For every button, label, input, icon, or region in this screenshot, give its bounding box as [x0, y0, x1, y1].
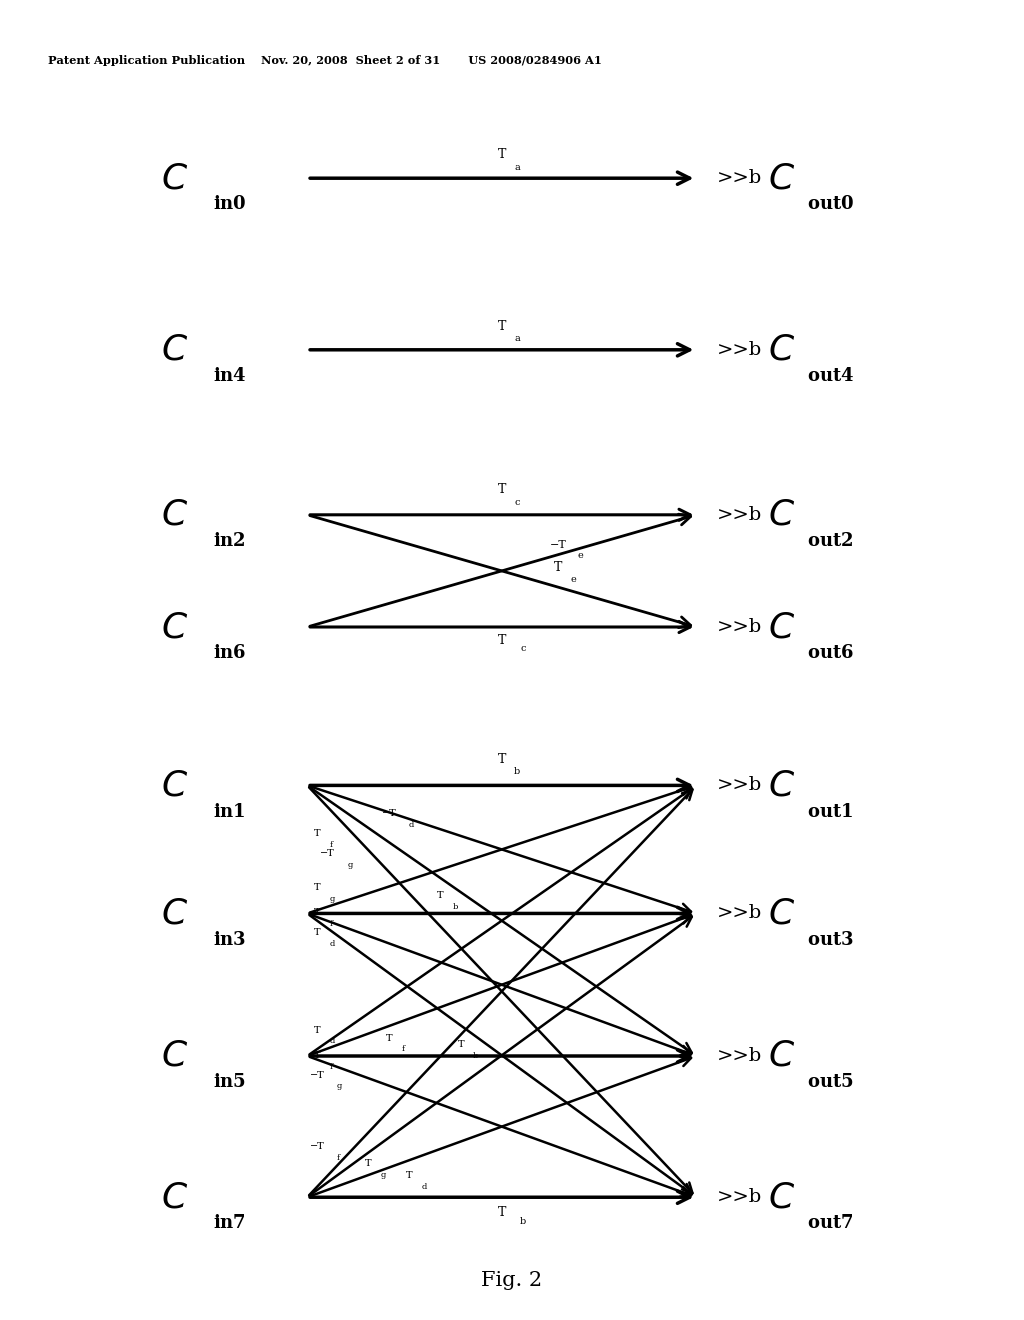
Text: f: f — [330, 1063, 333, 1071]
Text: Fig. 2: Fig. 2 — [481, 1271, 543, 1290]
Text: >>b: >>b — [717, 1188, 762, 1206]
Text: $\mathregular{out}$1: $\mathregular{out}$1 — [807, 803, 853, 821]
Text: $C$: $C$ — [161, 498, 187, 532]
Text: T: T — [386, 1034, 392, 1043]
Text: $C$: $C$ — [768, 896, 795, 931]
Text: T: T — [554, 561, 562, 573]
Text: c: c — [514, 498, 519, 507]
Text: $\mathregular{in}$4: $\mathregular{in}$4 — [213, 367, 247, 385]
Text: f: f — [330, 920, 333, 928]
Text: −T: −T — [310, 1071, 325, 1080]
Text: >>b: >>b — [717, 904, 762, 923]
Text: b: b — [520, 1217, 526, 1226]
Text: e: e — [578, 552, 584, 560]
Text: T: T — [498, 319, 506, 333]
Text: $\mathregular{in}$5: $\mathregular{in}$5 — [213, 1073, 246, 1092]
Text: $\mathregular{out}$5: $\mathregular{out}$5 — [807, 1073, 854, 1092]
Text: b: b — [514, 767, 520, 776]
Text: T: T — [314, 908, 321, 917]
Text: $\mathregular{in}$6: $\mathregular{in}$6 — [213, 644, 247, 663]
Text: >>b: >>b — [717, 1047, 762, 1065]
Text: $C$: $C$ — [161, 161, 187, 195]
Text: a: a — [514, 162, 520, 172]
Text: $\mathregular{in}$0: $\mathregular{in}$0 — [213, 195, 247, 214]
Text: b: b — [473, 1052, 478, 1060]
Text: >>b: >>b — [717, 506, 762, 524]
Text: T: T — [498, 634, 506, 647]
Text: b: b — [453, 903, 458, 911]
Text: T: T — [458, 1040, 464, 1049]
Text: $C$: $C$ — [161, 1039, 187, 1073]
Text: $\mathregular{in}$3: $\mathregular{in}$3 — [213, 931, 247, 949]
Text: T: T — [437, 891, 443, 900]
Text: >>b: >>b — [717, 618, 762, 636]
Text: $\mathregular{out}$4: $\mathregular{out}$4 — [807, 367, 854, 385]
Text: d: d — [422, 1183, 427, 1191]
Text: c: c — [520, 644, 525, 653]
Text: f: f — [401, 1045, 404, 1053]
Text: T: T — [366, 1159, 372, 1168]
Text: −T: −T — [550, 540, 566, 549]
Text: d: d — [409, 821, 414, 829]
Text: $C$: $C$ — [161, 896, 187, 931]
Text: g: g — [337, 1082, 342, 1090]
Text: d: d — [330, 940, 335, 948]
Text: $C$: $C$ — [768, 1180, 795, 1214]
Text: Patent Application Publication    Nov. 20, 2008  Sheet 2 of 31       US 2008/028: Patent Application Publication Nov. 20, … — [48, 55, 602, 66]
Text: $C$: $C$ — [768, 161, 795, 195]
Text: e: e — [570, 576, 577, 583]
Text: a: a — [514, 334, 520, 343]
Text: T: T — [314, 883, 321, 892]
Text: $\mathregular{in}$2: $\mathregular{in}$2 — [213, 532, 246, 550]
Text: $C$: $C$ — [768, 768, 795, 803]
Text: $\mathregular{out}$2: $\mathregular{out}$2 — [807, 532, 853, 550]
Text: $C$: $C$ — [768, 498, 795, 532]
Text: T: T — [498, 752, 506, 766]
Text: T: T — [498, 483, 506, 496]
Text: T: T — [314, 1026, 321, 1035]
Text: $C$: $C$ — [768, 1039, 795, 1073]
Text: T: T — [498, 148, 506, 161]
Text: T: T — [407, 1171, 413, 1180]
Text: >>b: >>b — [717, 341, 762, 359]
Text: $C$: $C$ — [161, 610, 187, 644]
Text: −T: −T — [321, 849, 335, 858]
Text: $\mathregular{out}$3: $\mathregular{out}$3 — [807, 931, 854, 949]
Text: $C$: $C$ — [161, 768, 187, 803]
Text: T: T — [498, 1206, 506, 1220]
Text: f: f — [337, 1154, 340, 1162]
Text: >>b: >>b — [717, 776, 762, 795]
Text: $C$: $C$ — [768, 610, 795, 644]
Text: $\mathregular{out}$7: $\mathregular{out}$7 — [807, 1214, 853, 1233]
Text: g: g — [330, 895, 335, 903]
Text: −T: −T — [382, 809, 396, 818]
Text: >>b: >>b — [717, 169, 762, 187]
Text: T: T — [314, 829, 321, 838]
Text: $\mathregular{out}$6: $\mathregular{out}$6 — [807, 644, 854, 663]
Text: $C$: $C$ — [768, 333, 795, 367]
Text: $C$: $C$ — [161, 1180, 187, 1214]
Text: $\mathregular{in}$1: $\mathregular{in}$1 — [213, 803, 246, 821]
Text: T: T — [314, 1051, 321, 1060]
Text: $\mathregular{in}$7: $\mathregular{in}$7 — [213, 1214, 246, 1233]
Text: g: g — [381, 1171, 386, 1179]
Text: T: T — [314, 928, 321, 937]
Text: d: d — [330, 1038, 335, 1045]
Text: f: f — [330, 841, 333, 849]
Text: −T: −T — [310, 1142, 325, 1151]
Text: $\mathregular{out}$0: $\mathregular{out}$0 — [807, 195, 854, 214]
Text: $C$: $C$ — [161, 333, 187, 367]
Text: g: g — [347, 861, 352, 869]
